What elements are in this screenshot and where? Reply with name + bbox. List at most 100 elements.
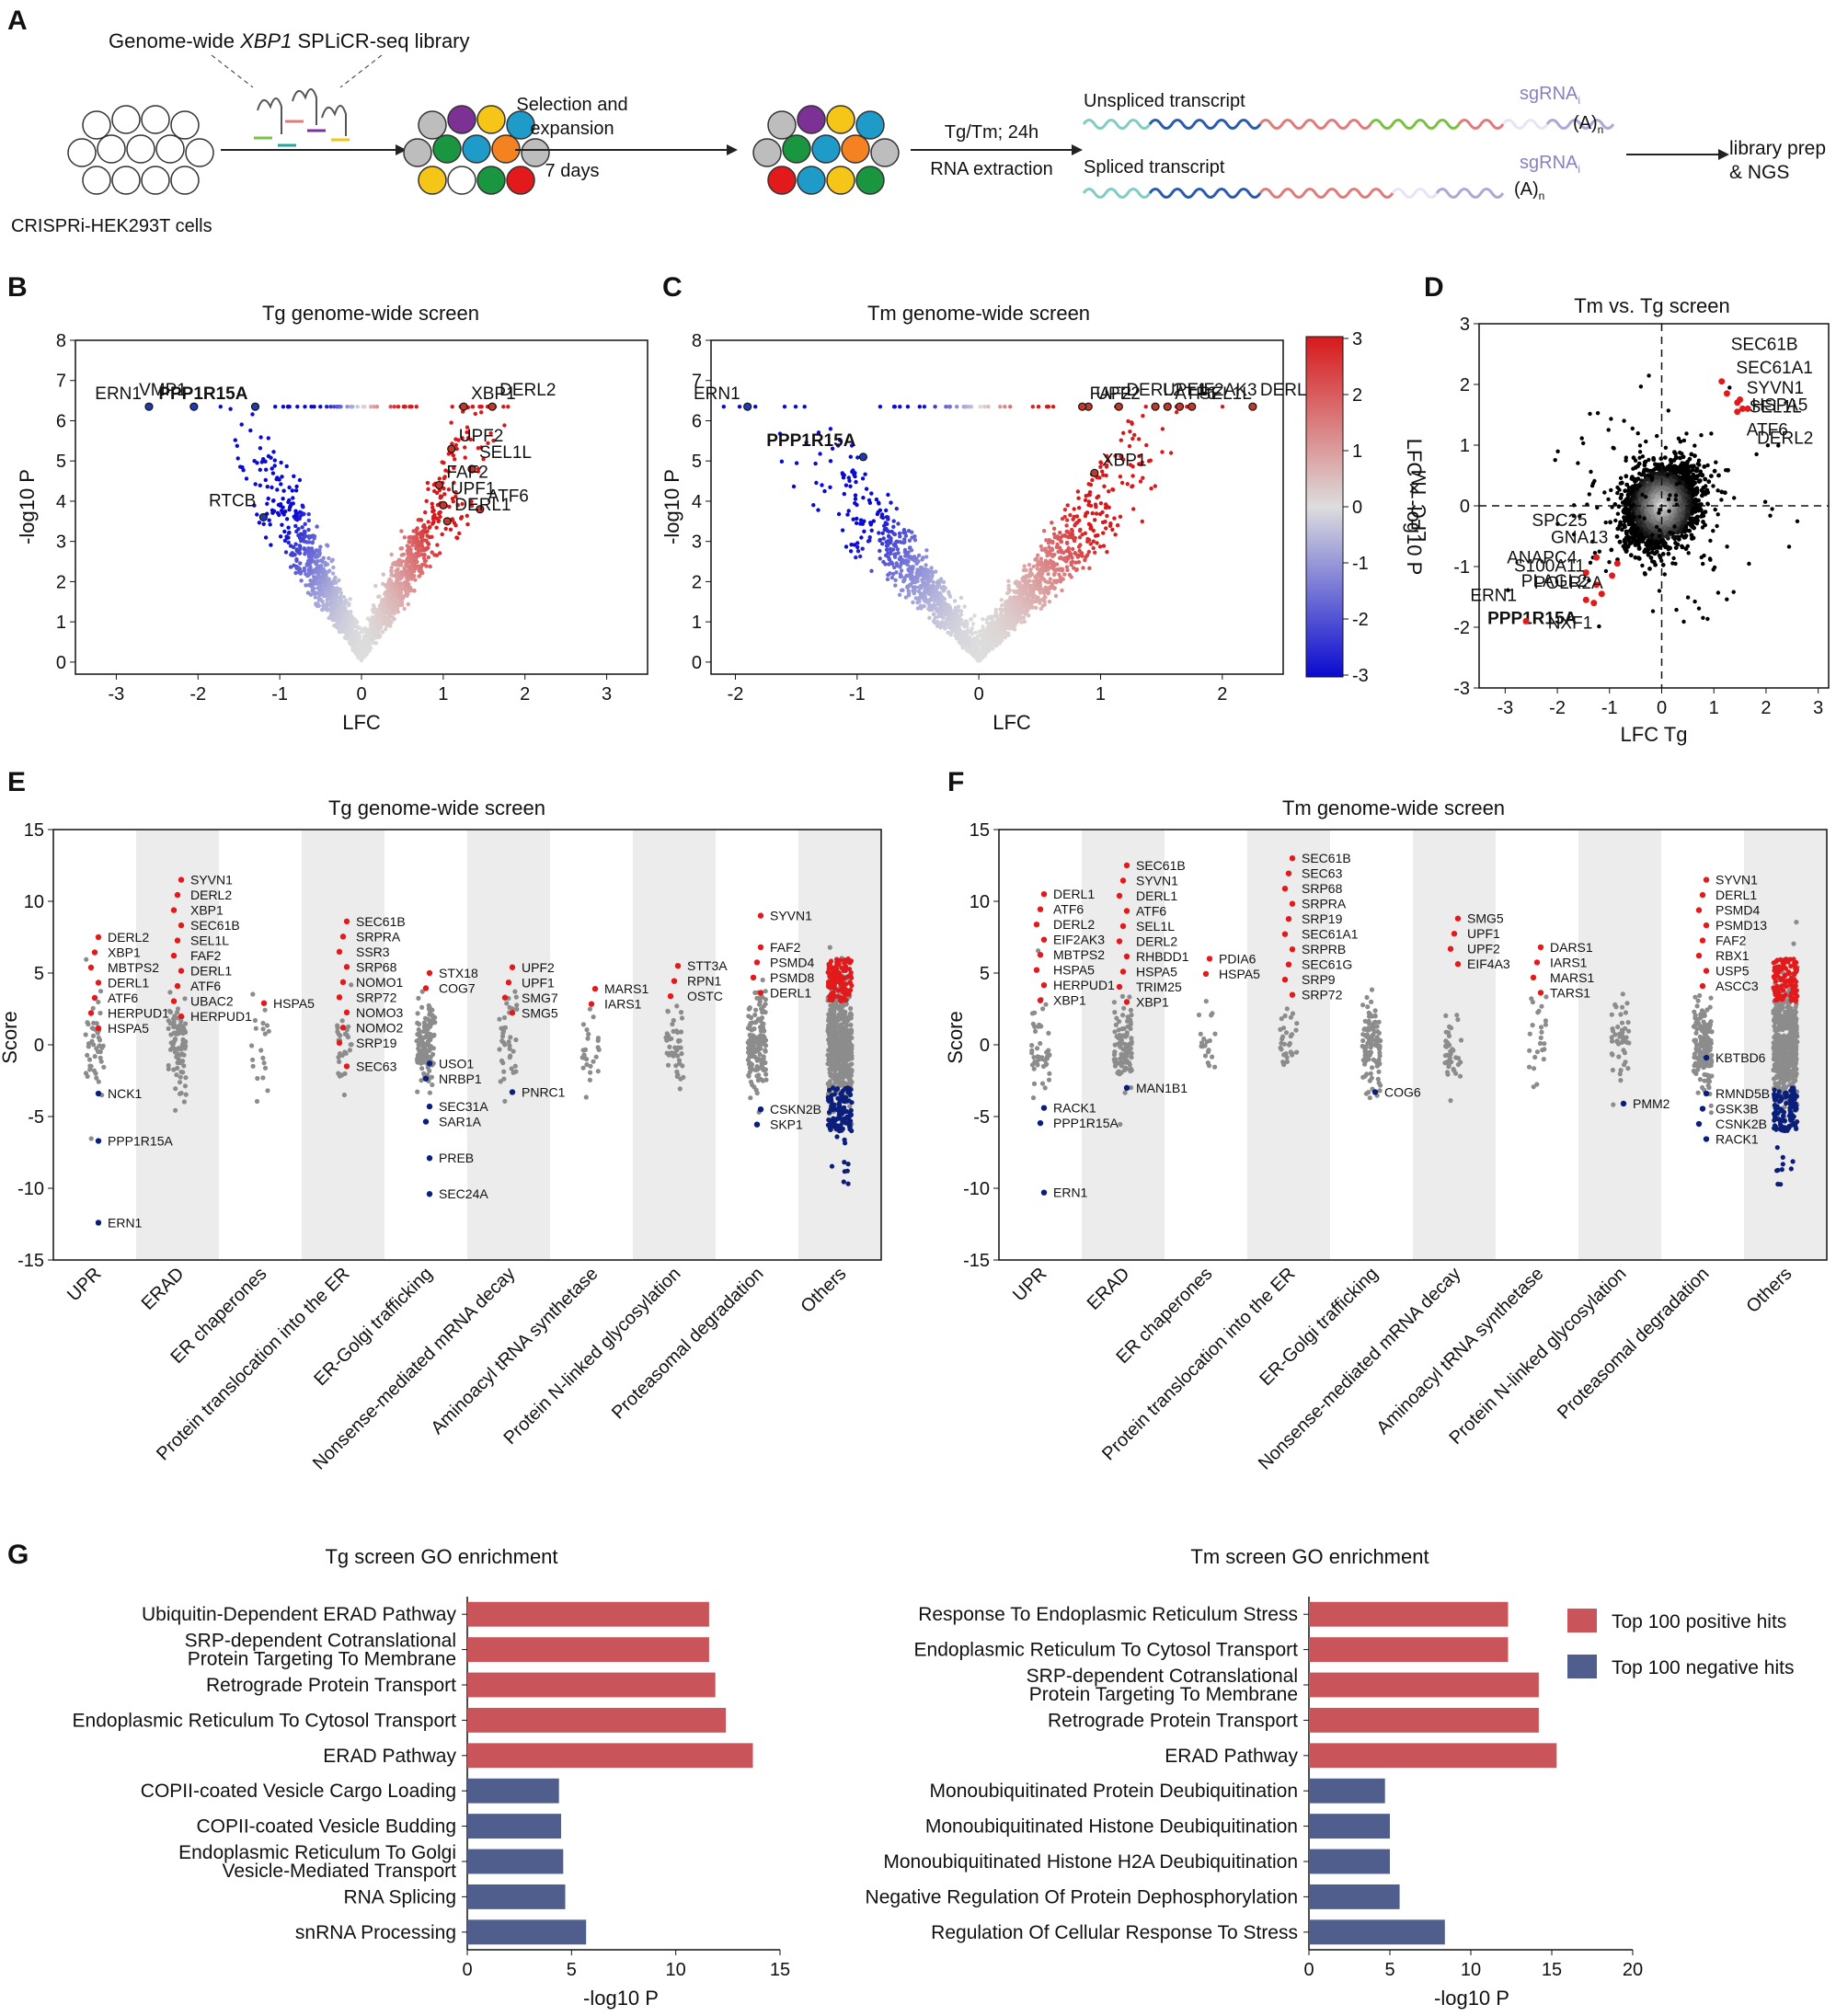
data-point — [1095, 541, 1099, 545]
data-point — [430, 534, 434, 539]
data-point — [1075, 555, 1081, 559]
data-point — [346, 602, 351, 608]
data-point — [406, 585, 411, 590]
data-point — [982, 632, 987, 637]
data-point — [1125, 482, 1130, 487]
data-point — [962, 604, 967, 609]
transcript-segment — [1391, 188, 1439, 199]
gene-label: UPF2 — [459, 427, 504, 446]
x-tick-label: 1 — [438, 684, 448, 704]
data-point — [332, 594, 337, 599]
data-point — [1058, 530, 1062, 535]
data-point — [270, 510, 275, 515]
data-point — [424, 498, 429, 503]
colorbar-tick-label: -3 — [1352, 666, 1369, 686]
cell-icon — [141, 105, 170, 134]
data-point — [348, 628, 352, 633]
data-point — [301, 505, 305, 510]
x-tick-label: -2 — [728, 684, 744, 704]
data-point — [1018, 614, 1024, 619]
labeled-point — [1248, 402, 1257, 411]
data-point — [934, 569, 938, 574]
data-point — [337, 608, 341, 613]
data-point — [349, 613, 353, 617]
data-point — [924, 555, 929, 559]
data-point — [846, 475, 851, 480]
data-point — [970, 626, 974, 631]
data-point — [360, 654, 364, 659]
gene-label: UPF1 — [451, 479, 496, 498]
data-point — [300, 525, 304, 530]
sgrna-hairpins-icon — [254, 88, 350, 147]
cell-icon — [767, 110, 797, 140]
data-point — [430, 509, 435, 514]
labeled-point — [442, 517, 452, 526]
data-point — [463, 455, 467, 460]
data-point — [1130, 474, 1135, 478]
data-point — [465, 513, 469, 518]
data-point — [932, 612, 936, 616]
data-point — [915, 567, 920, 572]
data-point — [1104, 526, 1108, 531]
data-point — [306, 540, 312, 544]
data-point — [1691, 535, 1696, 541]
cell-icon — [752, 138, 782, 167]
cell-icon — [767, 166, 797, 195]
data-point — [1038, 572, 1043, 578]
data-point — [988, 646, 993, 650]
labeled-point — [459, 402, 468, 411]
data-point — [1018, 586, 1023, 591]
data-point — [975, 648, 981, 653]
y-tick-label: 3 — [56, 533, 66, 553]
x-tick-label: 0 — [974, 684, 984, 704]
data-point — [387, 613, 392, 618]
data-point — [880, 531, 885, 535]
data-point — [1065, 530, 1071, 534]
data-point — [313, 577, 317, 582]
data-point — [357, 635, 362, 640]
data-point — [1034, 605, 1038, 610]
data-point — [453, 489, 458, 495]
data-point — [423, 558, 428, 563]
data-point — [1174, 410, 1179, 415]
data-point — [417, 574, 421, 578]
data-point — [1038, 585, 1043, 590]
data-point — [964, 405, 969, 409]
data-point — [284, 534, 289, 539]
colorbar-tick-label: 1 — [1352, 441, 1362, 462]
data-point — [1127, 443, 1132, 449]
data-point — [460, 436, 465, 441]
data-point — [1041, 529, 1047, 533]
data-point — [297, 544, 302, 548]
data-point — [446, 469, 451, 474]
data-point — [396, 405, 401, 409]
data-point — [275, 475, 280, 480]
data-point — [315, 524, 319, 529]
data-point — [855, 455, 860, 460]
data-point — [1085, 539, 1090, 544]
data-point — [1027, 574, 1031, 578]
data-point — [916, 589, 922, 594]
data-point — [880, 515, 886, 521]
data-point — [440, 460, 444, 464]
data-point — [822, 488, 827, 494]
data-point — [351, 648, 356, 653]
data-point — [336, 601, 340, 606]
data-point — [999, 622, 1004, 627]
data-point — [284, 464, 289, 469]
data-point — [438, 514, 442, 520]
data-point — [1071, 546, 1075, 552]
data-point — [275, 487, 280, 492]
data-point — [1055, 578, 1061, 583]
data-point — [981, 617, 985, 622]
gene-label: SEL1L — [479, 443, 532, 463]
data-point — [331, 611, 336, 615]
cell-icon — [418, 110, 447, 140]
data-point — [334, 588, 339, 593]
data-point — [327, 595, 331, 600]
data-point — [326, 569, 331, 574]
data-point — [897, 592, 902, 597]
data-point — [373, 641, 379, 646]
data-point — [357, 650, 361, 656]
data-point — [436, 519, 441, 524]
